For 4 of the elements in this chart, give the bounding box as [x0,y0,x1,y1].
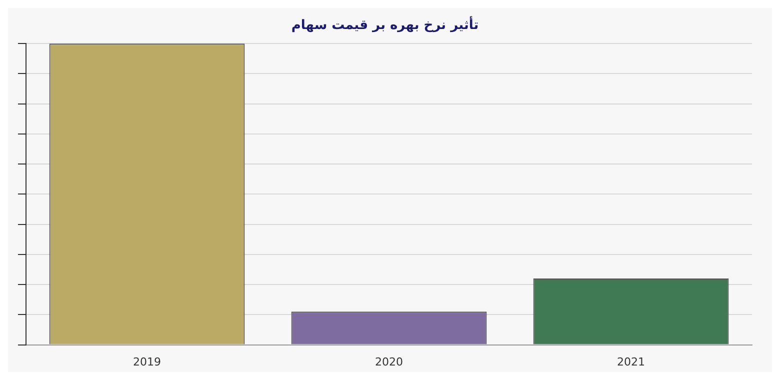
x-tick-label: 2019 [133,355,161,368]
x-tick-label: 2020 [375,355,403,368]
chart-title: تأثیر نرخ بهره بر قیمت سهام [291,16,479,34]
x-tick-label: 2021 [617,355,645,368]
